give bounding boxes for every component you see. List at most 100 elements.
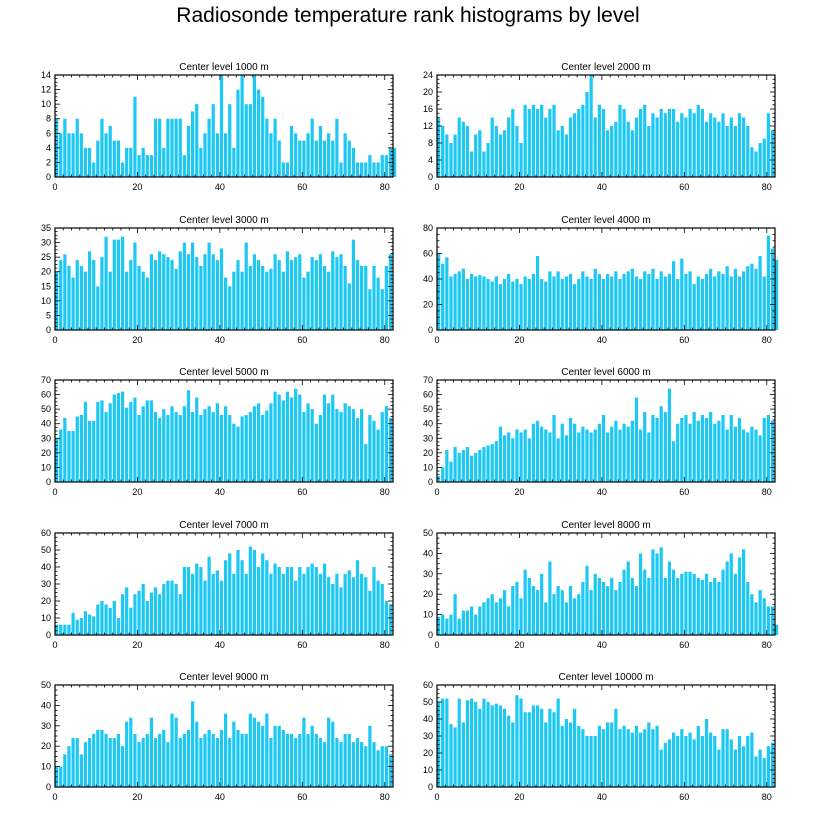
bar — [651, 414, 655, 482]
bar — [676, 736, 680, 787]
bar — [203, 580, 207, 635]
bar — [523, 276, 527, 330]
y-tick-label: 30 — [423, 731, 433, 741]
x-tick-label: 40 — [215, 792, 225, 802]
bar — [252, 75, 257, 177]
bar — [273, 725, 277, 787]
bar — [153, 260, 158, 330]
bar — [376, 750, 380, 787]
bar — [265, 271, 269, 330]
bar — [380, 155, 384, 177]
x-tick-label: 60 — [679, 335, 689, 345]
bar — [133, 96, 137, 177]
bar — [713, 117, 717, 177]
panel-8: Center level 8000 m 0 20 40 60 80 0 10 20 30 40 50 — [423, 520, 779, 650]
bar — [704, 121, 709, 177]
bar — [158, 118, 162, 177]
bar — [59, 260, 63, 330]
bar — [692, 573, 696, 635]
bar — [680, 113, 684, 177]
bar — [228, 553, 232, 635]
bar — [457, 271, 461, 330]
bar — [178, 594, 182, 635]
bar — [601, 109, 606, 177]
bar — [647, 126, 651, 177]
bar — [643, 729, 647, 787]
x-tick-label: 0 — [52, 640, 57, 650]
bar — [133, 242, 137, 330]
bar — [659, 749, 663, 787]
y-tick-label: 40 — [423, 548, 433, 558]
bar — [515, 429, 519, 482]
x-tick-label: 80 — [762, 182, 772, 192]
bar — [560, 423, 564, 482]
bar — [610, 426, 614, 482]
bar — [96, 140, 100, 177]
bar — [318, 573, 323, 635]
bar — [758, 435, 762, 482]
bar — [742, 117, 746, 177]
x-tick-label: 60 — [297, 792, 307, 802]
bar — [688, 271, 692, 330]
bar — [195, 257, 199, 330]
bar — [360, 573, 364, 635]
bar — [494, 276, 498, 330]
bar — [96, 729, 100, 787]
bar — [149, 155, 154, 177]
bar — [228, 286, 232, 330]
y-tick-label: 10 — [423, 610, 433, 620]
bar — [457, 117, 461, 177]
bar — [269, 573, 273, 635]
x-tick-label: 60 — [679, 640, 689, 650]
y-tick-label: 60 — [41, 390, 51, 400]
bar — [273, 118, 277, 177]
bar — [766, 746, 770, 787]
y-tick-label: 35 — [41, 223, 51, 233]
bar — [137, 742, 141, 787]
y-tick-label: 0 — [46, 172, 51, 182]
bar — [372, 742, 376, 787]
y-tick-label: 0 — [46, 782, 51, 792]
bar — [775, 259, 779, 331]
x-tick-label: 20 — [514, 640, 524, 650]
bar — [671, 261, 676, 330]
bar — [647, 432, 651, 482]
bar — [593, 573, 597, 635]
bar — [125, 721, 129, 787]
bar — [544, 722, 548, 787]
bar — [314, 423, 318, 482]
bar — [606, 273, 610, 330]
bar — [684, 414, 688, 482]
bar — [564, 435, 568, 482]
bar — [713, 577, 717, 635]
bar — [766, 606, 770, 635]
bar — [704, 273, 709, 330]
y-tick-label: 50 — [423, 697, 433, 707]
bar — [713, 423, 717, 482]
bar — [762, 758, 766, 787]
bar — [758, 256, 762, 330]
bar — [158, 733, 162, 787]
bar — [552, 276, 556, 330]
bar — [746, 432, 750, 482]
bar — [318, 414, 323, 482]
bar — [680, 729, 684, 787]
bar — [461, 722, 465, 787]
y-tick-label: 2 — [46, 157, 51, 167]
bar — [523, 569, 527, 635]
bar — [281, 400, 285, 482]
bar — [285, 567, 290, 635]
bar — [318, 738, 323, 787]
bar — [186, 567, 191, 635]
bar — [610, 126, 614, 177]
bar — [314, 567, 318, 635]
bar — [199, 738, 203, 787]
bar — [548, 708, 552, 787]
bar — [498, 134, 503, 177]
bar — [630, 130, 634, 177]
bar — [355, 417, 360, 482]
bar — [671, 109, 676, 177]
bar — [527, 712, 531, 787]
panel-6: Center level 6000 m 0 20 40 60 80 0 10 20 30 40 50 6… — [423, 367, 776, 497]
bar — [581, 271, 585, 330]
